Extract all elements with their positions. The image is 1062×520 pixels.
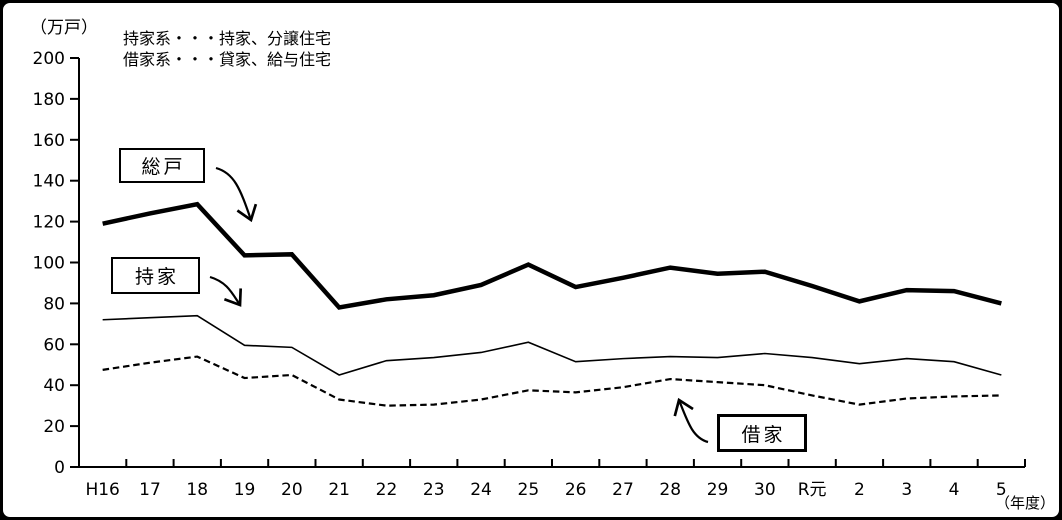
x-tick-label: H16	[85, 480, 119, 500]
x-tick-label: 2	[854, 480, 865, 500]
y-axis-unit-label: （万戸）	[30, 18, 98, 38]
x-tick-label: 5	[996, 480, 1007, 500]
x-tick-label: 3	[901, 480, 912, 500]
y-tick-label: 100	[33, 254, 65, 274]
renter-label-arrow	[673, 397, 709, 444]
x-tick-label: 19	[234, 480, 256, 500]
x-tick-label: R元	[798, 480, 827, 500]
series-line-renter	[102, 355, 1002, 407]
line-chart: 0 20 40 60 80 100 120 140 160 180 200 H16 17 18 19 20 21…	[33, 49, 1026, 500]
y-tick-label: 120	[33, 213, 65, 233]
series-line-owner	[102, 314, 1002, 376]
x-tick-label: 29	[707, 480, 729, 500]
y-tick-label: 40	[43, 376, 65, 396]
y-tick-label: 0	[54, 458, 65, 478]
y-tick-label: 140	[33, 172, 65, 192]
note-renter-series: 借家系・・・貸家、給与住宅	[123, 50, 332, 69]
x-tick-label: 22	[376, 480, 398, 500]
annotation-arrows	[209, 166, 709, 444]
total-label-arrow	[215, 166, 258, 223]
x-tick-label: 21	[328, 480, 350, 500]
y-tick-label: 80	[43, 294, 65, 314]
x-tick-label: 28	[659, 480, 681, 500]
y-tick-label: 20	[43, 417, 65, 437]
note-owner-series: 持家系・・・持家、分譲住宅	[123, 29, 332, 48]
x-tick-label: 30	[754, 480, 776, 500]
x-tick-label: 4	[949, 480, 960, 500]
y-tick-label: 180	[33, 90, 65, 110]
series-group	[102, 201, 1002, 407]
x-tick-label: 27	[612, 480, 634, 500]
x-tick-label: 17	[139, 480, 161, 500]
owner-label-arrow	[209, 275, 243, 307]
series-line-total	[102, 201, 1002, 310]
y-tick-label: 60	[43, 335, 65, 355]
x-tick-label: 25	[518, 480, 540, 500]
series-label-renter: 借家	[717, 414, 807, 452]
series-label-owner: 持家	[111, 257, 200, 294]
y-tick-label: 160	[33, 131, 65, 151]
x-tick-label: 26	[565, 480, 587, 500]
x-tick-label: 23	[423, 480, 445, 500]
x-tick-label: 24	[470, 480, 492, 500]
legend-notes: 持家系・・・持家、分譲住宅 借家系・・・貸家、給与住宅	[123, 28, 331, 70]
x-tick-label: 18	[186, 480, 208, 500]
x-axis-unit-label: （年度）	[995, 494, 1056, 512]
axes-group: 0 20 40 60 80 100 120 140 160 180 200 H16 17 18 19 20 21…	[33, 49, 1026, 500]
y-tick-label: 200	[33, 49, 65, 69]
x-tick-label: 20	[281, 480, 303, 500]
series-label-total: 総戸	[119, 148, 205, 183]
